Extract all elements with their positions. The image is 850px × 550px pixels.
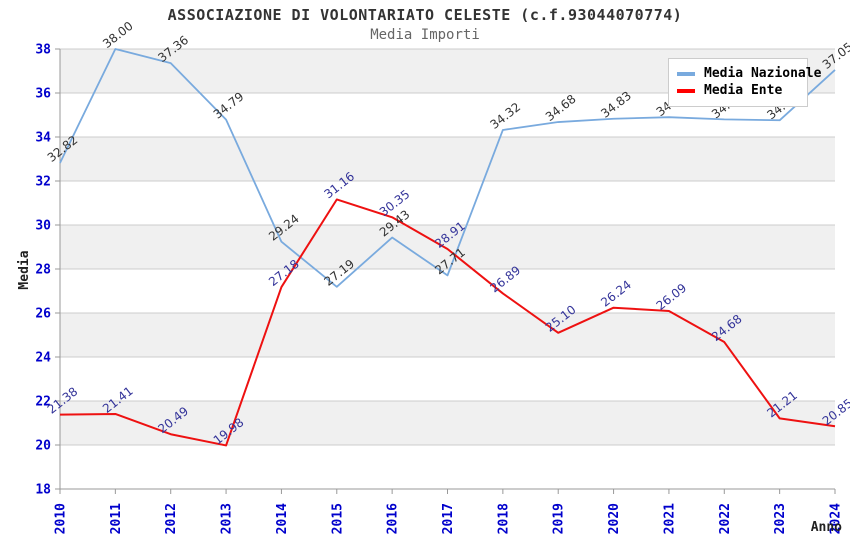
legend-label-media-ente: Media Ente: [704, 83, 783, 98]
y-tick-label: 26: [35, 307, 51, 322]
chart-subtitle: Media Importi: [370, 27, 480, 43]
y-tick-label: 28: [35, 263, 51, 278]
series-line-media-nazionale: [59, 48, 836, 288]
y-tick-label: 36: [35, 87, 51, 102]
plot-band: [60, 445, 835, 489]
x-tick-label: 2024: [829, 503, 844, 534]
x-tick-label: 2013: [220, 503, 235, 534]
plot-band: [60, 137, 835, 181]
y-tick-label: 24: [35, 351, 51, 366]
y-tick-label: 20: [35, 439, 51, 454]
x-tick-label: 2020: [607, 503, 622, 534]
plot-band: [60, 313, 835, 357]
x-tick-label: 2019: [552, 503, 567, 534]
plot-band: [60, 225, 835, 269]
x-tick-label: 2016: [386, 503, 401, 534]
plot-band: [60, 269, 835, 313]
y-tick-label: 34: [35, 131, 51, 146]
y-tick-label: 18: [35, 483, 51, 498]
plot-band: [60, 181, 835, 225]
chart-title: ASSOCIAZIONE DI VOLONTARIATO CELESTE (c.…: [167, 6, 683, 24]
y-axis-title: Media: [17, 250, 32, 289]
y-tick-label: 30: [35, 219, 51, 234]
legend-item-media-ente: Media Ente: [677, 82, 799, 99]
x-tick-label: 2023: [773, 503, 788, 534]
x-tick-label: 2022: [718, 503, 733, 534]
legend-item-media-nazionale: Media Nazionale: [677, 65, 821, 82]
series-line-media-ente: [59, 198, 836, 447]
x-tick-label: 2015: [330, 503, 345, 534]
x-tick-label: 2012: [164, 503, 179, 534]
legend: Media Nazionale Media Ente: [668, 58, 821, 107]
y-tick-label: 22: [35, 395, 51, 410]
x-axis-title: Anno: [811, 520, 842, 535]
x-tick-label: 2018: [496, 503, 511, 534]
x-tick-label: 2017: [441, 503, 456, 534]
x-tick-label: 2010: [54, 503, 69, 534]
x-tick-label: 2011: [109, 503, 124, 534]
legend-swatch-media-ente-icon: [677, 88, 695, 93]
legend-label-media-nazionale: Media Nazionale: [704, 66, 822, 81]
legend-swatch-media-nazionale-icon: [677, 71, 695, 76]
y-tick-label: 38: [35, 43, 51, 58]
plot-band: [60, 357, 835, 401]
x-tick-label: 2014: [275, 503, 290, 534]
y-tick-label: 32: [35, 175, 51, 190]
x-tick-label: 2021: [662, 503, 677, 534]
